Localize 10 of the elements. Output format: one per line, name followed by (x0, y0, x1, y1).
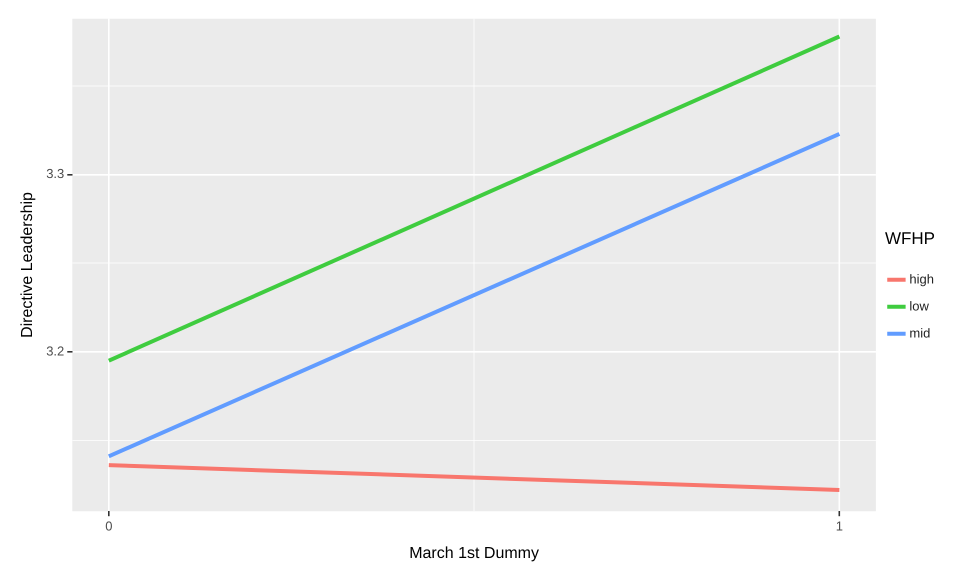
x-axis-title: March 1st Dummy (409, 544, 539, 562)
legend-label: mid (909, 325, 930, 340)
x-tick-label: 0 (105, 518, 112, 534)
legend-title: WFHP (884, 228, 935, 248)
legend-label: high (909, 271, 934, 286)
y-tick-label: 3.2 (46, 343, 64, 358)
x-tick-label: 1 (836, 518, 844, 534)
y-axis-title: Directive Leadership (19, 192, 36, 338)
y-tick-label: 3.3 (46, 166, 64, 182)
legend-label: low (909, 298, 930, 314)
